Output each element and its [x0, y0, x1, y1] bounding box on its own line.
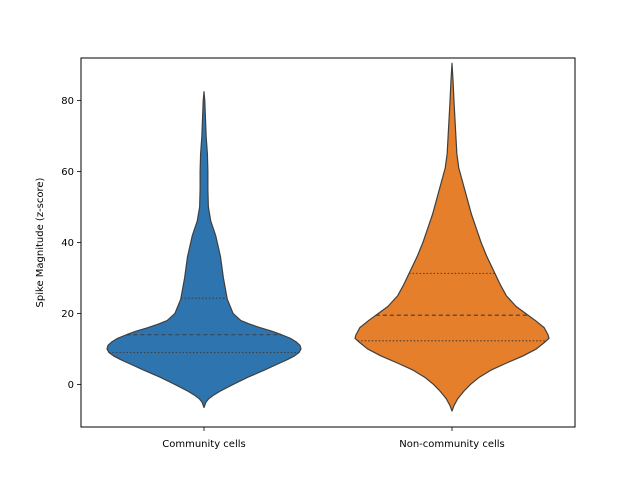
y-tick-label: 20	[61, 309, 74, 320]
y-tick-label: 80	[61, 96, 74, 107]
y-axis-label: Spike Magnitude (z-score)	[35, 177, 46, 307]
violin-2	[354, 62, 550, 412]
violin-1	[106, 91, 302, 409]
y-axis: 0 20 40 60 80	[61, 96, 81, 391]
y-tick-label: 60	[61, 167, 74, 178]
y-tick-label: 40	[61, 238, 74, 249]
x-tick-label: Community cells	[162, 439, 245, 450]
y-tick-label: 0	[68, 380, 74, 391]
x-tick-label: Non-community cells	[399, 439, 505, 450]
violin-plot-area	[106, 62, 550, 412]
x-axis: Community cells Non-community cells	[162, 427, 505, 450]
